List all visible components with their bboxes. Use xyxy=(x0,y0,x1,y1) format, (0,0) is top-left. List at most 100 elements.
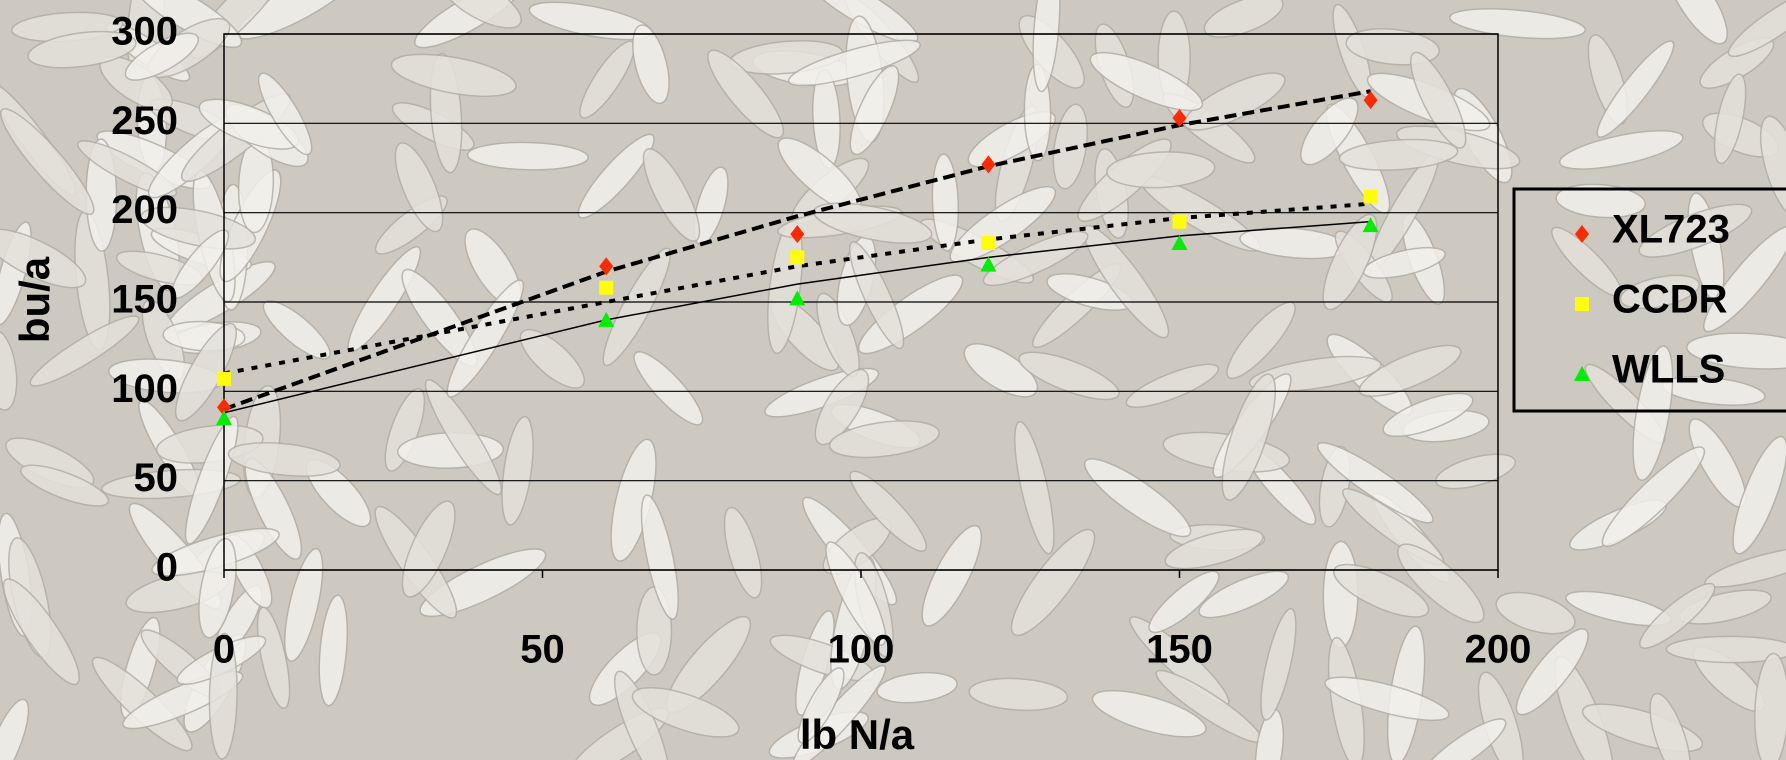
y-tick-label: 150 xyxy=(111,278,178,322)
rice-grain xyxy=(602,247,672,367)
rice-grain xyxy=(1759,115,1786,219)
rice-grain xyxy=(466,141,589,171)
rice-grain xyxy=(1665,0,1728,45)
rice-grain xyxy=(1665,635,1786,664)
x-axis-label: lb N/a xyxy=(800,711,915,758)
legend-marker xyxy=(1575,297,1589,311)
y-tick-label: 300 xyxy=(111,10,178,54)
rice-grain xyxy=(1316,441,1434,524)
rice-grain xyxy=(384,387,426,472)
rice-grain xyxy=(0,329,18,411)
rice-grain xyxy=(1082,224,1170,339)
rice-grain xyxy=(29,315,140,387)
rice-grain xyxy=(963,343,1039,398)
rice-grain xyxy=(1555,183,1646,219)
rice-grain xyxy=(1129,616,1230,706)
y-tick-label: 250 xyxy=(111,99,178,143)
rice-grain xyxy=(2,578,81,686)
rice-grain xyxy=(1221,373,1277,501)
rice-grain xyxy=(27,30,137,69)
point xyxy=(598,311,615,327)
rice-grain xyxy=(262,300,331,360)
y-axis-label: bu/a xyxy=(11,256,58,343)
y-tick-label: 0 xyxy=(156,546,178,590)
rice-grain xyxy=(0,108,95,216)
legend-marker xyxy=(1575,225,1589,243)
x-tick-label: 200 xyxy=(1465,628,1532,672)
rice-grain xyxy=(968,677,1069,712)
rice-grain xyxy=(787,39,922,87)
rice-grain xyxy=(1420,718,1507,760)
rice-grain xyxy=(1018,351,1120,401)
rice-grain xyxy=(1382,392,1474,438)
point xyxy=(981,236,996,251)
rice-grain xyxy=(1638,203,1753,258)
legend-label: XL723 xyxy=(1612,208,1730,252)
point xyxy=(1363,91,1378,110)
plot-frame xyxy=(223,33,1499,571)
trend-line xyxy=(223,201,1371,376)
rice-grain xyxy=(519,328,585,389)
rice-grain xyxy=(848,241,905,350)
trend-line xyxy=(223,89,1371,412)
rice-grain xyxy=(849,470,928,552)
rice-grain xyxy=(814,368,870,446)
rice-grain xyxy=(1322,213,1378,311)
point xyxy=(790,225,805,244)
rice-grain xyxy=(171,229,230,299)
point xyxy=(1363,189,1378,204)
x-tick-label: 150 xyxy=(1146,628,1213,672)
point xyxy=(216,410,232,426)
rice-grain xyxy=(1148,570,1220,634)
rice-grain xyxy=(1260,607,1297,721)
rice-grain xyxy=(1338,138,1459,171)
rice-grain xyxy=(1649,692,1691,760)
rice-grain xyxy=(1183,72,1286,131)
rice-grain xyxy=(208,632,238,760)
rice-grain xyxy=(613,670,670,760)
rice-grain xyxy=(390,53,517,98)
rice-grain xyxy=(1558,130,1684,170)
legend-label: WLLS xyxy=(1612,348,1725,392)
rice-grain xyxy=(1089,51,1204,112)
rice-grain xyxy=(693,166,729,246)
rice-grain xyxy=(1619,274,1700,310)
rice-grain xyxy=(797,667,845,744)
rice-grain xyxy=(1754,652,1786,760)
rice-grain xyxy=(632,24,670,105)
rice-grain xyxy=(1083,458,1192,538)
rice-grain xyxy=(1551,226,1623,297)
rice-grain xyxy=(1435,453,1516,490)
rice-grain xyxy=(1704,546,1786,588)
rice-grain xyxy=(642,147,701,242)
rice-grain xyxy=(1639,582,1716,649)
rice-grain xyxy=(876,671,958,704)
rice-grain xyxy=(1032,0,1061,93)
point xyxy=(790,250,805,265)
rice-grain xyxy=(1685,332,1786,370)
rice-grain xyxy=(1727,0,1786,58)
legend-marker xyxy=(1574,366,1590,381)
rice-grain xyxy=(1091,689,1207,738)
rice-grain xyxy=(256,606,291,710)
point xyxy=(217,371,231,386)
rice-grain xyxy=(1164,528,1264,570)
rice-grain xyxy=(198,537,237,639)
rice-grain xyxy=(631,687,740,738)
y-tick-label: 200 xyxy=(111,188,178,232)
point xyxy=(599,257,614,276)
rice-grain xyxy=(0,228,87,289)
rice-grain xyxy=(257,72,313,156)
rice-grain xyxy=(577,133,655,219)
rice-grain xyxy=(723,506,763,599)
x-tick-label: 100 xyxy=(828,628,895,672)
rice-grain xyxy=(1014,420,1055,555)
rice-grain xyxy=(124,32,200,81)
rice-grain xyxy=(921,524,983,627)
rice-grain xyxy=(401,500,456,598)
point xyxy=(981,155,996,174)
point xyxy=(1171,235,1188,251)
rice-grain xyxy=(1713,73,1747,165)
rice-grain xyxy=(318,594,349,707)
